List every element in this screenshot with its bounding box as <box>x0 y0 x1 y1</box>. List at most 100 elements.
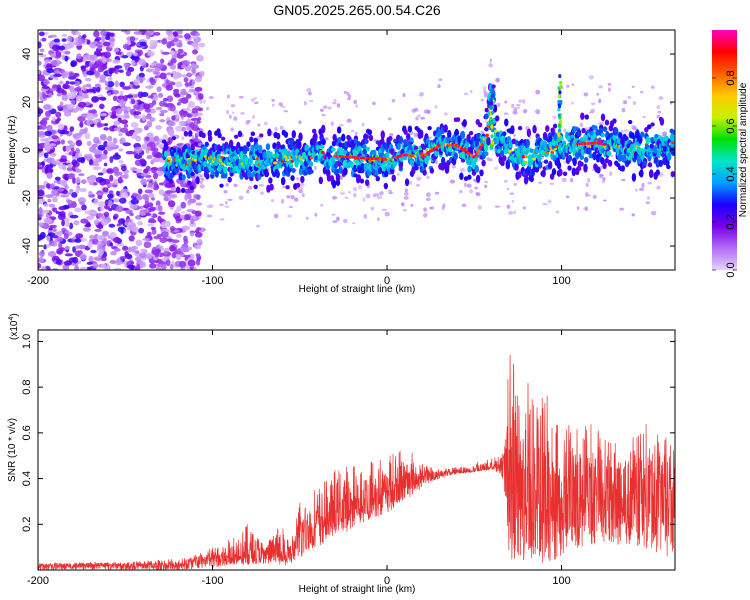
spectrogram-noise-cell <box>43 152 49 159</box>
spectrogram-noise-cell <box>108 69 113 75</box>
spectrogram-noise-cell <box>135 135 142 142</box>
spectrogram-noise-cell <box>657 110 662 114</box>
spectrogram-noise-cell <box>587 177 591 183</box>
spectrogram-noise-cell <box>79 253 87 261</box>
spectrogram-noise-cell <box>72 177 76 184</box>
spectrogram-noise-cell <box>69 188 74 193</box>
spectrogram-feature-cell <box>490 124 494 129</box>
spectrogram-ridge-cell <box>246 141 251 148</box>
spectrogram-noise-cell <box>52 196 58 203</box>
spectrogram-noise-cell <box>43 244 47 250</box>
spectrogram-ridge-cell <box>650 122 655 127</box>
spectrogram-noise-cell <box>426 176 430 179</box>
spectrogram-noise-cell <box>250 98 255 102</box>
spectrogram-ridge-cell <box>502 155 507 162</box>
spectrogram-noise-cell <box>149 141 156 149</box>
spectrogram-noise-cell <box>303 100 307 106</box>
spectrogram-noise-cell <box>96 122 102 128</box>
spectrogram-noise-cell <box>170 58 177 64</box>
spectrogram-noise-cell <box>549 182 555 185</box>
spectrogram-noise-cell <box>82 84 87 92</box>
spectrogram-noise-cell <box>496 102 501 107</box>
spectrogram-noise-cell <box>66 41 75 49</box>
spectrogram-ridge-cell <box>364 138 369 145</box>
spectrogram-noise-cell <box>98 96 107 101</box>
spectrogram-noise-cell <box>416 114 422 118</box>
spectrogram-ridge-cell <box>267 128 272 137</box>
spectrogram-feature-cell <box>490 94 495 99</box>
spectrogram-noise-cell <box>138 58 146 66</box>
spectrogram-noise-cell <box>437 84 441 89</box>
spectrogram-noise-cell <box>61 219 66 227</box>
spectrogram-ridge-cell <box>367 129 373 136</box>
spectrogram-ridge-cell <box>321 124 326 134</box>
spectrogram-noise-cell <box>226 94 230 99</box>
spectrogram-noise-cell <box>475 192 481 197</box>
spectrogram-ridge-cell <box>202 160 208 167</box>
spectrogram-ridge-cell <box>418 131 424 139</box>
spectrogram-noise-cell <box>87 177 96 184</box>
spectrogram-noise-cell <box>53 38 60 43</box>
spectrogram-noise-cell <box>331 213 336 216</box>
spectrogram-ridge-cell <box>466 134 471 142</box>
spectrogram-feature-cell <box>557 93 561 98</box>
spectrogram-noise-cell <box>425 197 431 202</box>
spectrogram-noise-cell <box>253 97 257 100</box>
spectrogram-noise-cell <box>158 245 164 250</box>
spectrogram-noise-cell <box>73 72 80 78</box>
spectrogram-noise-cell <box>425 192 431 198</box>
spectrogram-noise-cell <box>78 187 87 193</box>
spectrogram-noise-cell <box>576 206 580 211</box>
spectrogram-noise-cell <box>339 123 344 127</box>
spectrogram-noise-cell <box>92 149 102 155</box>
spectrogram-noise-cell <box>75 32 81 36</box>
spectrogram-ridge-cell <box>275 132 281 140</box>
spectrogram-ridge-cell <box>365 146 370 152</box>
spectrogram-noise-cell <box>144 189 154 194</box>
spectrogram-noise-cell <box>199 70 205 77</box>
spectrogram-noise-cell <box>151 147 159 152</box>
spectrogram-noise-cell <box>147 223 154 227</box>
spectrogram-noise-cell <box>336 103 341 108</box>
spectrogram-ridge-cell <box>474 164 479 173</box>
spectrogram-noise-cell <box>88 119 94 125</box>
spectrogram-ridge-cell <box>414 165 419 171</box>
spectrogram-noise-cell <box>513 133 516 137</box>
spectrogram-ridge-cell <box>639 169 644 178</box>
spectrogram-noise-cell <box>111 111 116 116</box>
spectrogram-noise-cell <box>607 83 612 86</box>
spectrogram-noise-cell <box>49 88 57 92</box>
spectrogram-ridge-cell <box>602 126 608 133</box>
spectrogram-noise-cell <box>181 225 190 231</box>
spectrogram-ridge-cell <box>462 119 467 127</box>
spectrogram-ridge-cell <box>657 149 662 157</box>
spectrogram-ridge-peak <box>477 149 481 152</box>
spectrogram-noise-cell <box>65 80 70 85</box>
spectrogram-noise-cell <box>39 231 46 239</box>
snr-y-axis: 0.2 0.4 0.6 0.8 1.0 <box>21 334 675 532</box>
spectrogram-ridge-cell <box>297 140 302 149</box>
spectrogram-noise-cell <box>645 201 651 204</box>
spectrogram-noise-cell <box>513 210 517 214</box>
spectrogram-noise-cell <box>199 99 203 104</box>
spectrogram-noise-cell <box>155 106 163 111</box>
spectrogram-noise-cell <box>195 202 203 206</box>
spectrogram-noise-cell <box>565 195 570 199</box>
spectrogram-noise-cell <box>93 198 99 205</box>
spectrogram-ridge-cell <box>216 149 221 156</box>
spectrogram-noise-cell <box>146 155 153 160</box>
spectrogram-noise-cell <box>107 199 113 207</box>
spectrogram-noise-cell <box>585 206 588 212</box>
spectrogram-feature-cell <box>489 98 493 103</box>
spectrogram-noise-cell <box>64 205 70 209</box>
spectrogram-ridge-cell <box>484 113 489 120</box>
spectrogram-noise-cell <box>489 58 493 63</box>
spectrogram-noise-cell <box>68 257 76 263</box>
spectrogram-ridge-cell <box>398 136 404 144</box>
spectrogram-ridge-cell <box>407 143 413 151</box>
spectrogram-noise-cell <box>306 87 312 93</box>
y-tick-label: 0.8 <box>21 379 33 394</box>
spectrogram-ridge-cell <box>453 152 458 160</box>
spectrogram-noise-cell <box>621 108 626 113</box>
spectrogram-noise-cell <box>197 93 204 100</box>
